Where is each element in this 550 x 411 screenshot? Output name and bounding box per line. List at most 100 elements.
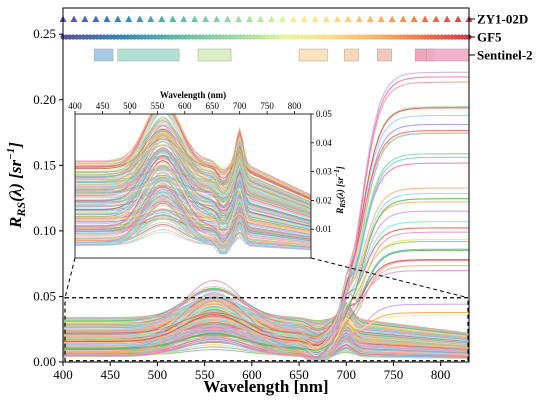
inset-spectrum-line <box>75 182 311 219</box>
main-spectra-lines <box>63 71 469 361</box>
zy1-triangle-marker <box>257 15 265 22</box>
x-tick-label: 600 <box>242 367 262 382</box>
inset-spectrum-line <box>75 193 311 255</box>
inset-y-tick-label: 0.05 <box>316 109 332 119</box>
zy1-triangle-marker <box>289 15 297 22</box>
inset-spectrum-line <box>75 128 311 201</box>
inset-x-tick-label: 650 <box>205 101 219 111</box>
zy1-triangle-marker <box>443 15 451 22</box>
inset-spectrum-line <box>75 147 311 221</box>
inset-spectrum-line <box>75 171 311 246</box>
zy1-triangle-marker <box>388 15 396 22</box>
y-tick-label: 0.05 <box>33 288 56 303</box>
zy1-triangle-marker <box>70 15 78 22</box>
zy1-triangle-marker <box>300 15 308 22</box>
inset-y-tick-label: 0.03 <box>316 167 332 177</box>
inset-spectrum-line <box>75 151 311 228</box>
main-spectrum-line <box>63 270 469 345</box>
inset-y-tick-label: 0.04 <box>316 138 332 148</box>
zy1-triangle-marker <box>432 15 440 22</box>
y-axis-title-text: Rrs(λ) [sr−1] <box>5 142 28 229</box>
main-plot-frame <box>62 7 470 363</box>
zy1-triangle-marker <box>169 15 177 22</box>
sentinel-band <box>197 48 232 62</box>
sentinel-band <box>426 48 470 62</box>
main-spectrum-line <box>63 344 469 360</box>
zy1-triangle-marker <box>311 15 319 22</box>
inset-spectrum-line <box>75 114 311 203</box>
inset-spectrum-line <box>75 167 311 212</box>
sentinel-band <box>377 48 392 62</box>
inset-spectrum-line <box>75 177 311 255</box>
sentinel-band <box>344 48 359 62</box>
y-tick-label: 0.15 <box>33 157 56 172</box>
sentinel-band <box>93 48 114 62</box>
y-axis-title-close: ] <box>6 142 25 149</box>
y-axis-title-main: R <box>6 217 25 229</box>
zy1-triangle-marker <box>454 15 462 22</box>
main-spectrum-line <box>63 249 469 353</box>
zy1-triangle-marker <box>136 15 144 22</box>
zy1-triangle-marker <box>246 15 254 22</box>
main-spectrum-line <box>63 227 469 344</box>
sensor-label-gf5: GF5 <box>477 30 502 45</box>
inset-spectrum-line <box>75 150 311 232</box>
inset-spectrum-line <box>75 132 311 209</box>
zy1-triangle-marker <box>322 15 330 22</box>
sensor-rows <box>59 15 473 62</box>
x-tick-label: 550 <box>195 367 215 382</box>
main-spectrum-line <box>63 76 469 358</box>
zoom-connector-left <box>64 257 76 298</box>
zoom-box <box>64 257 469 362</box>
y-tick-label: 0.10 <box>33 223 56 238</box>
zy1-triangle-marker <box>180 15 188 22</box>
main-spectrum-line <box>63 221 469 342</box>
inset-spectrum-line <box>75 117 311 210</box>
x-tick-label: 650 <box>289 367 309 382</box>
inset-y-tick-label: 0.02 <box>316 195 332 205</box>
inset-spectrum-line <box>75 196 311 229</box>
inset-spectrum-line <box>75 164 311 244</box>
inset-spectrum-line <box>75 120 311 203</box>
inset-y-title-text: Rrs(λ) [sr−1] <box>333 166 347 215</box>
inset-spectrum-line <box>75 149 311 208</box>
sensor-label-sentinel-2: Sentinel-2 <box>477 48 533 63</box>
inset-spectrum-line <box>75 140 311 204</box>
inset-x-title: Wavelength (nm) <box>160 90 226 100</box>
inset-spectrum-line <box>75 125 311 215</box>
zy1-triangle-marker <box>158 15 166 22</box>
zy1-triangle-marker <box>81 15 89 22</box>
sensor-labels: ZY1-02D GF5 Sentinel-2 <box>469 12 533 63</box>
inset-spectrum-line <box>75 166 311 224</box>
inset-y-title-exp: −1 <box>333 169 341 177</box>
zy1-triangle-marker <box>421 15 429 22</box>
main-spectrum-line <box>63 312 469 361</box>
inset-spectrum-line <box>75 185 311 249</box>
zy1-triangle-marker <box>410 15 418 22</box>
zy1-triangle-marker <box>224 15 232 22</box>
zy1-triangle-marker <box>147 15 155 22</box>
zy1-triangle-marker <box>344 15 352 22</box>
inset-y-title: Rrs(λ) [sr−1] <box>333 166 347 215</box>
zy1-triangle-marker <box>333 15 341 22</box>
inset-y-title-sub: rs <box>339 199 347 209</box>
zy1-triangle-marker <box>377 15 385 22</box>
zoom-connector-right <box>310 257 469 299</box>
main-spectrum-line <box>63 296 469 339</box>
inset-x-tick-label: 550 <box>151 101 165 111</box>
main-spectrum-line <box>63 306 469 335</box>
inset-spectrum-line <box>75 172 311 251</box>
main-spectrum-line <box>63 339 469 358</box>
y-axis-title-sub: rs <box>14 202 28 218</box>
zy1-triangle-marker <box>366 15 374 22</box>
inset-spectrum-line <box>75 121 311 205</box>
inset-y-title-main: R <box>335 208 345 215</box>
inset-spectrum-line <box>75 139 311 212</box>
y-axis-title-tail: (λ) [sr <box>6 160 25 202</box>
y-axis-title: Rrs(λ) [sr−1] <box>5 142 28 229</box>
main-spectrum-line <box>63 107 469 347</box>
main-spectrum-line <box>63 81 469 361</box>
zoom-rectangle <box>64 297 469 362</box>
x-tick-label: 500 <box>148 367 168 382</box>
x-tick-label: 400 <box>53 367 73 382</box>
